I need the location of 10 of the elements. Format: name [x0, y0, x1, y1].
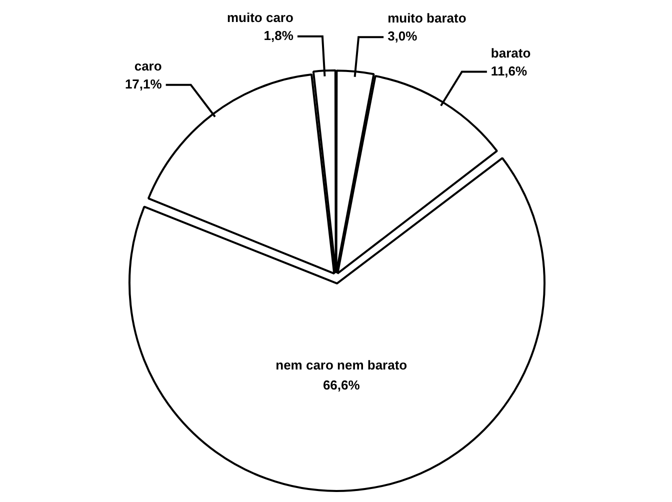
data-label: 66,6%: [322, 378, 360, 393]
data-label: 17,1%: [124, 76, 162, 92]
data-label: 11,6%: [490, 63, 528, 78]
slice-label: muito barato: [388, 10, 466, 26]
slice-label: muito caro: [226, 10, 294, 25]
slice-label: nem caro nem barato: [276, 358, 408, 373]
data-label: 1,8%: [264, 28, 294, 43]
data-label: 3,0%: [388, 28, 418, 44]
slice-label: caro: [134, 58, 162, 74]
slice-label: barato: [490, 45, 531, 60]
